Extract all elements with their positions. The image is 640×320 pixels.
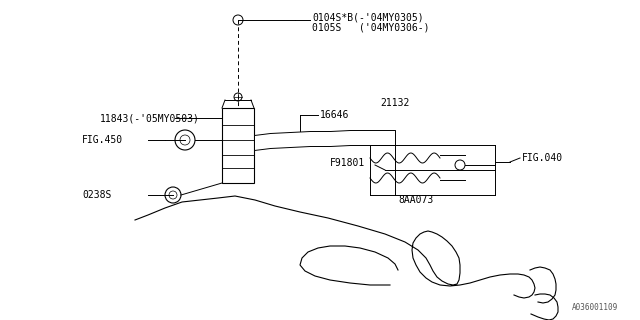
Text: 11843(-'05MY0503): 11843(-'05MY0503): [100, 113, 200, 123]
Text: A036001109: A036001109: [572, 303, 618, 312]
Text: FIG.040: FIG.040: [522, 153, 563, 163]
Text: F91801: F91801: [330, 158, 365, 168]
Text: 21132: 21132: [380, 98, 410, 108]
Text: 0104S*B(-'04MY0305): 0104S*B(-'04MY0305): [312, 12, 424, 22]
Text: FIG.450: FIG.450: [82, 135, 123, 145]
Bar: [222, 108, 254, 183]
Text: 0238S: 0238S: [82, 190, 111, 200]
Text: 0105S   ('04MY0306-): 0105S ('04MY0306-): [312, 22, 429, 32]
Text: 8AA073: 8AA073: [398, 195, 433, 205]
Text: 16646: 16646: [320, 110, 349, 120]
